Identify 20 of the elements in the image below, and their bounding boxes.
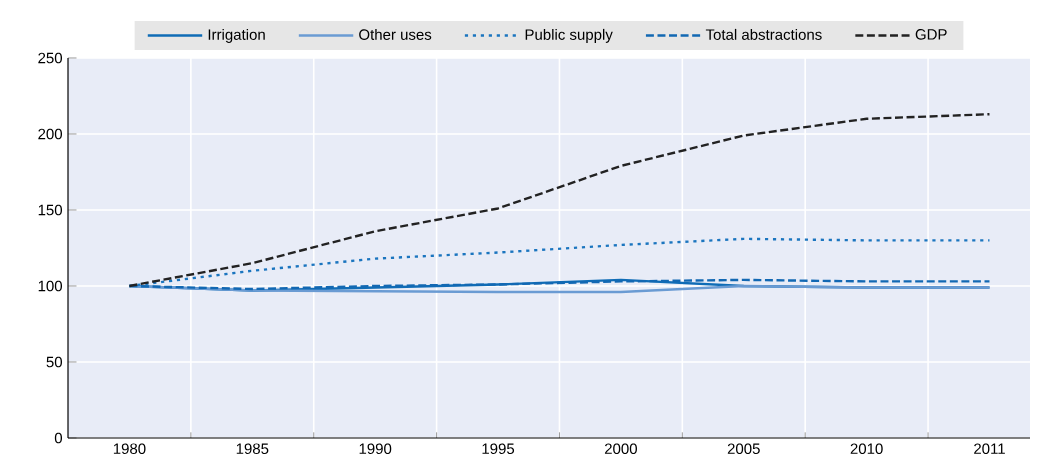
legend-label: Irrigation xyxy=(208,28,265,43)
legend-label: GDP xyxy=(915,29,947,40)
y-tick-label: 0 xyxy=(54,432,63,444)
x-tick-label: 2011 xyxy=(974,443,1005,455)
line-series xyxy=(128,113,991,288)
legend-label: Other uses xyxy=(359,28,432,40)
x-tick-label: 2005 xyxy=(727,443,760,455)
y-tick-label: 100 xyxy=(38,280,63,292)
legend-label: Total abstractions xyxy=(705,28,822,40)
y-tick-label: 150 xyxy=(38,204,63,216)
y-tick-label: 50 xyxy=(46,356,63,368)
y-tick-label: 200 xyxy=(38,128,63,140)
x-tick-label: 1990 xyxy=(359,443,392,455)
legend-label: Public supply xyxy=(525,28,613,43)
x-tick-label: 2010 xyxy=(850,443,883,455)
y-tick-label: 250 xyxy=(38,52,63,64)
x-tick-label: 2000 xyxy=(604,443,637,455)
x-tick-label: 1980 xyxy=(113,443,146,455)
x-tick-label: 1985 xyxy=(236,443,269,455)
x-tick-label: 1995 xyxy=(482,443,515,455)
